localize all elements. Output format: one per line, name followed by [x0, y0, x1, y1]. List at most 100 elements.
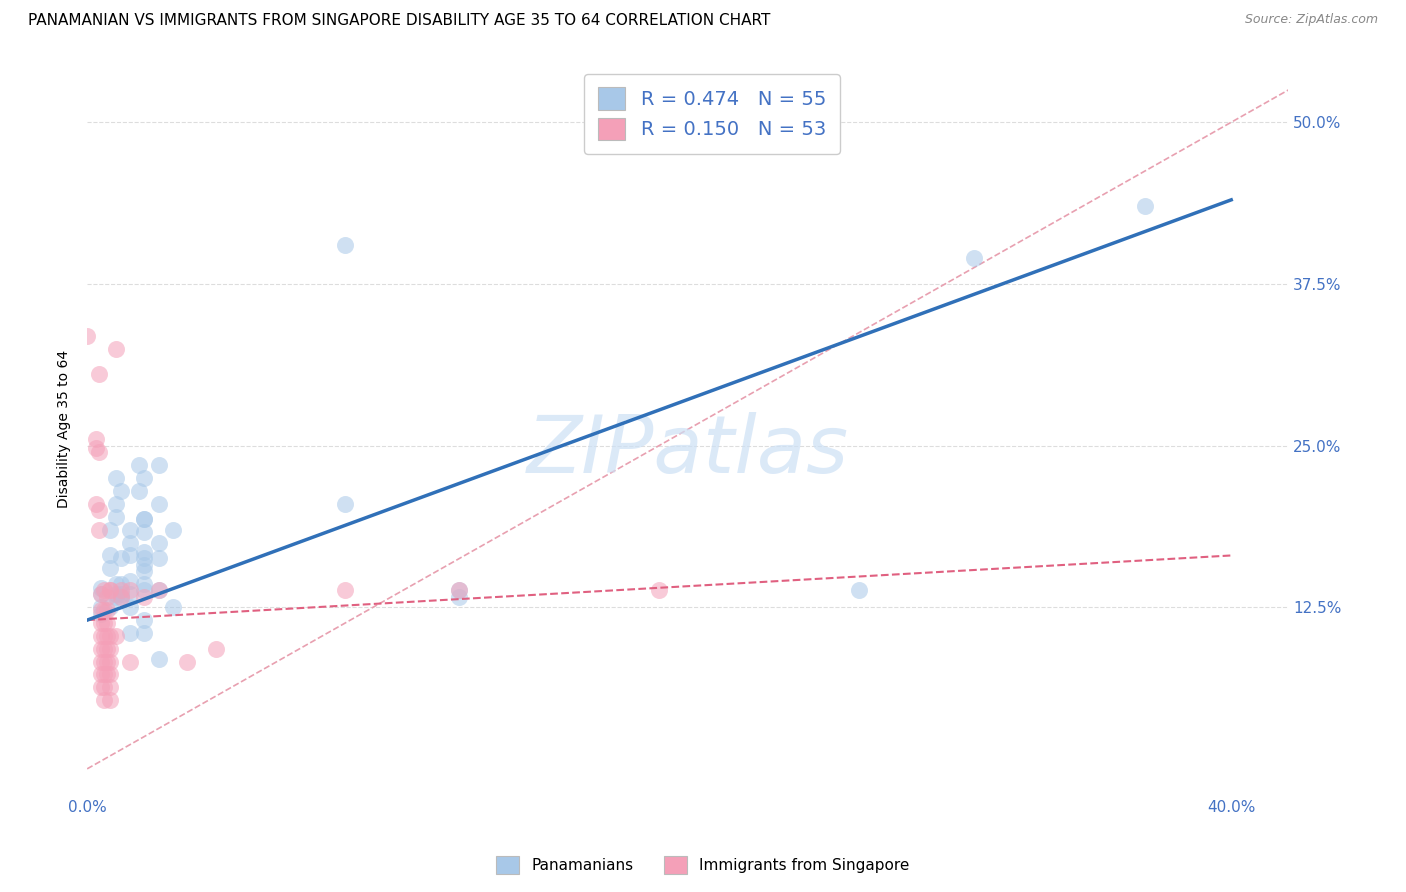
- Point: [87, 523, 110, 537]
- Point: [98, 693, 121, 707]
- Point: [87, 503, 110, 517]
- Point: [96, 590, 118, 604]
- Point: [148, 458, 170, 472]
- Point: [104, 471, 127, 485]
- Point: [1135, 199, 1157, 213]
- Point: [98, 629, 121, 643]
- Point: [96, 603, 118, 617]
- Point: [148, 583, 170, 598]
- Point: [90, 607, 112, 621]
- Point: [90, 655, 112, 669]
- Point: [90, 641, 112, 656]
- Point: [84, 497, 107, 511]
- Point: [93, 641, 115, 656]
- Point: [96, 641, 118, 656]
- Point: [118, 587, 141, 601]
- Point: [148, 551, 170, 566]
- Point: [93, 603, 115, 617]
- Point: [118, 626, 141, 640]
- Point: [648, 583, 671, 598]
- Point: [134, 613, 156, 627]
- Point: [162, 600, 184, 615]
- Point: [134, 471, 156, 485]
- Point: [148, 497, 170, 511]
- Point: [93, 629, 115, 643]
- Point: [98, 641, 121, 656]
- Point: [90, 615, 112, 630]
- Point: [134, 512, 156, 526]
- Point: [134, 558, 156, 572]
- Point: [84, 432, 107, 446]
- Text: PANAMANIAN VS IMMIGRANTS FROM SINGAPORE DISABILITY AGE 35 TO 64 CORRELATION CHAR: PANAMANIAN VS IMMIGRANTS FROM SINGAPORE …: [28, 13, 770, 29]
- Point: [93, 667, 115, 681]
- Point: [104, 590, 127, 604]
- Point: [104, 629, 127, 643]
- Point: [90, 603, 112, 617]
- Point: [98, 549, 121, 563]
- Point: [118, 523, 141, 537]
- Point: [134, 564, 156, 578]
- Point: [118, 655, 141, 669]
- Point: [134, 512, 156, 526]
- Point: [84, 441, 107, 455]
- Point: [110, 590, 132, 604]
- Point: [447, 583, 470, 598]
- Point: [98, 600, 121, 615]
- Point: [104, 577, 127, 591]
- Point: [848, 583, 870, 598]
- Text: Source: ZipAtlas.com: Source: ZipAtlas.com: [1244, 13, 1378, 27]
- Point: [118, 535, 141, 549]
- Point: [90, 600, 112, 615]
- Point: [104, 342, 127, 356]
- Point: [90, 681, 112, 695]
- Point: [162, 523, 184, 537]
- Point: [118, 574, 141, 589]
- Point: [333, 583, 356, 598]
- Point: [118, 549, 141, 563]
- Legend: R = 0.474   N = 55, R = 0.150   N = 53: R = 0.474 N = 55, R = 0.150 N = 53: [583, 74, 839, 153]
- Point: [93, 615, 115, 630]
- Point: [98, 523, 121, 537]
- Point: [963, 251, 986, 265]
- Point: [96, 615, 118, 630]
- Point: [98, 561, 121, 575]
- Point: [128, 483, 150, 498]
- Point: [110, 590, 132, 604]
- Point: [176, 655, 198, 669]
- Point: [93, 655, 115, 669]
- Point: [134, 583, 156, 598]
- Point: [134, 525, 156, 540]
- Point: [76, 328, 98, 343]
- Point: [96, 629, 118, 643]
- Point: [93, 583, 115, 598]
- Point: [90, 629, 112, 643]
- Point: [90, 667, 112, 681]
- Point: [96, 655, 118, 669]
- Point: [134, 590, 156, 604]
- Point: [118, 583, 141, 598]
- Point: [87, 368, 110, 382]
- Point: [104, 497, 127, 511]
- Point: [104, 509, 127, 524]
- Point: [134, 626, 156, 640]
- Point: [205, 641, 228, 656]
- Point: [98, 583, 121, 598]
- Text: ZIPatlas: ZIPatlas: [527, 412, 849, 491]
- Point: [90, 587, 112, 601]
- Point: [110, 577, 132, 591]
- Point: [96, 667, 118, 681]
- Point: [110, 583, 132, 598]
- Point: [93, 693, 115, 707]
- Point: [148, 583, 170, 598]
- Point: [447, 583, 470, 598]
- Point: [118, 600, 141, 615]
- Point: [148, 652, 170, 666]
- Point: [104, 587, 127, 601]
- Point: [447, 590, 470, 604]
- Point: [98, 583, 121, 598]
- Point: [134, 551, 156, 566]
- Point: [90, 587, 112, 601]
- Point: [148, 535, 170, 549]
- Point: [98, 681, 121, 695]
- Point: [134, 544, 156, 558]
